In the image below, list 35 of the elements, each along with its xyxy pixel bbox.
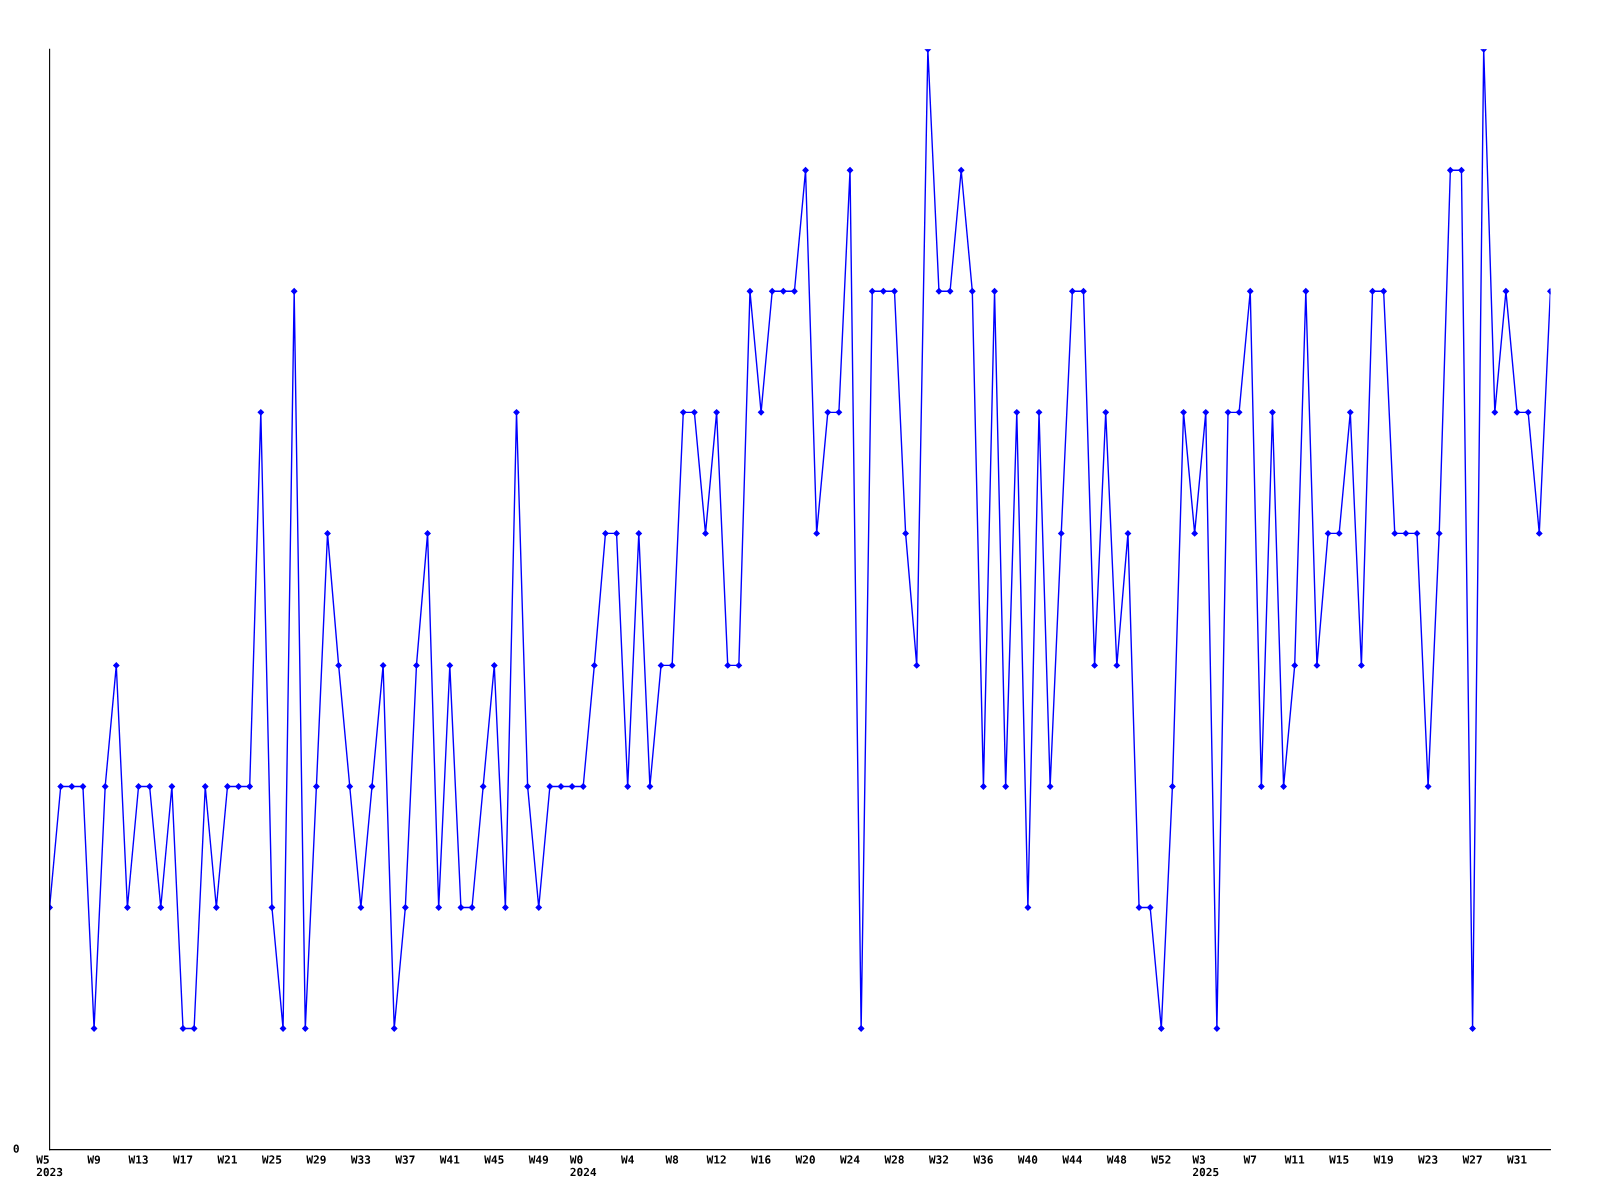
x-tick-label: W48 xyxy=(1106,1155,1127,1164)
x-tick-label: W4 xyxy=(621,1155,634,1164)
x-tick-label: W8 xyxy=(665,1155,679,1164)
x-tick-label: W20 xyxy=(795,1155,815,1164)
x-tick-label: W37 xyxy=(395,1155,415,1164)
x-tick-label: W15 xyxy=(1329,1155,1349,1164)
x-tick-label: W27 xyxy=(1462,1155,1482,1164)
x-tick-label: W13 xyxy=(128,1155,148,1164)
x-tick-label: W19 xyxy=(1373,1155,1393,1164)
x-tick-label: W17 xyxy=(172,1155,193,1164)
x-tick-label: W32 xyxy=(928,1155,949,1164)
x-tick-label: W7 xyxy=(1243,1155,1257,1164)
x-tick-label: W36 xyxy=(973,1155,993,1164)
x-tick-label: W5 2023 xyxy=(36,1155,63,1177)
text: 0 xyxy=(13,1144,19,1153)
x-tick-label: W21 xyxy=(217,1155,237,1164)
x-tick-label: W44 xyxy=(1062,1155,1082,1164)
x-tick-label: W11 xyxy=(1284,1155,1305,1164)
x-tick-label: W31 xyxy=(1507,1155,1527,1164)
x-tick-label: W41 xyxy=(439,1155,460,1164)
x-tick-label: W16 xyxy=(751,1155,771,1164)
x-tick-label: W24 xyxy=(839,1155,860,1164)
x-tick-label: W33 xyxy=(350,1155,371,1164)
x-tick-label: W52 xyxy=(1151,1155,1171,1164)
x-tick-label: W23 xyxy=(1418,1155,1438,1164)
x-tick-label: W49 xyxy=(528,1155,549,1164)
x-tick-label: W29 xyxy=(306,1155,326,1164)
x-tick-label: W3 2025 xyxy=(1192,1155,1219,1177)
x-tick-label: W45 xyxy=(484,1155,504,1164)
x-tick-label: W12 xyxy=(706,1155,726,1164)
x-tick-label: W25 xyxy=(261,1155,282,1164)
x-tick-label: W9 xyxy=(87,1155,101,1164)
x-tick-label: W0 2024 xyxy=(569,1155,597,1177)
x-tick-label: W28 xyxy=(884,1155,904,1164)
x-tick-label: W40 xyxy=(1017,1155,1038,1164)
